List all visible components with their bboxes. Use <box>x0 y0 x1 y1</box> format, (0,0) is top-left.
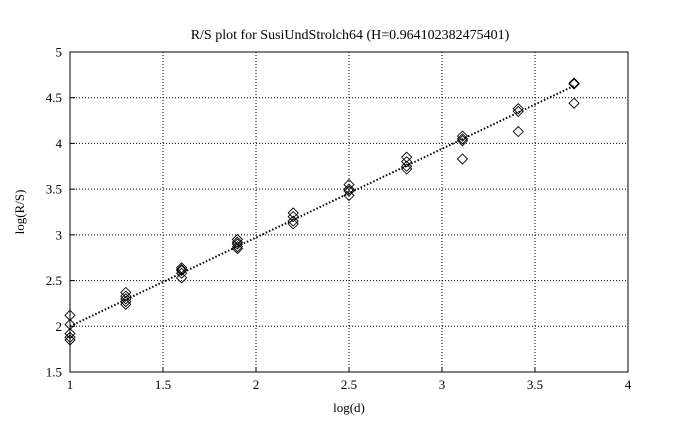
data-markers <box>64 77 580 346</box>
diamond-marker <box>568 78 580 90</box>
diamond-marker <box>456 130 469 142</box>
diamond-marker <box>343 183 355 195</box>
chart-title: R/S plot for SusiUndStrolch64 (H=0.96410… <box>191 28 510 43</box>
diamond-marker <box>456 153 469 165</box>
y-tick-label: 5 <box>56 45 63 60</box>
diamond-marker <box>231 242 244 255</box>
diamond-marker <box>120 286 132 299</box>
diamond-marker <box>343 178 355 191</box>
x-tick-label: 2 <box>253 377 260 392</box>
diamond-marker <box>456 135 469 147</box>
diamond-marker <box>456 133 469 145</box>
x-tick-label: 4 <box>625 377 632 392</box>
diamond-marker <box>287 218 299 230</box>
x-tick-label: 3.5 <box>527 377 543 392</box>
x-tick-label: 3 <box>439 377 446 392</box>
x-tick-label: 2.5 <box>341 377 357 392</box>
diamond-marker <box>175 272 188 284</box>
x-tick-label: 1 <box>67 377 74 392</box>
diamond-marker <box>120 298 132 310</box>
diamond-marker <box>287 207 299 219</box>
diamond-marker <box>512 105 524 118</box>
y-tick-label: 2.5 <box>46 273 62 288</box>
diamond-marker <box>568 97 580 109</box>
diamond-marker <box>120 295 132 308</box>
diamond-marker <box>343 189 355 202</box>
diamond-marker <box>512 103 524 115</box>
diamond-marker <box>120 293 132 305</box>
diamond-marker <box>231 233 244 246</box>
x-tick-label: 1.5 <box>155 377 171 392</box>
x-tick-labels: 1 1.5 2 2.5 3 3.5 4 <box>67 367 632 392</box>
y-axis-label: log(R/S) <box>12 190 27 235</box>
diamond-marker <box>401 163 413 175</box>
diamond-marker <box>401 151 413 163</box>
diamond-marker <box>231 238 244 250</box>
diamond-marker <box>175 264 188 277</box>
x-axis-label: log(d) <box>333 400 365 415</box>
diamond-marker <box>343 185 355 197</box>
diamond-marker <box>401 160 413 172</box>
diamond-marker <box>231 236 244 248</box>
fit-line <box>69 84 575 328</box>
y-tick-label: 2 <box>56 319 63 334</box>
y-tick-labels: 1.5 2 2.5 3 3.5 4 4.5 5 <box>46 45 75 380</box>
diamond-marker <box>401 156 413 168</box>
diamond-marker <box>512 125 524 138</box>
y-tick-label: 3 <box>56 227 63 242</box>
diamond-marker <box>287 215 299 227</box>
diamond-marker <box>175 267 188 279</box>
y-tick-label: 3.5 <box>46 182 62 197</box>
diamond-marker <box>175 263 188 276</box>
y-tick-label: 1.5 <box>46 365 62 380</box>
diamond-marker <box>287 210 299 223</box>
diamond-marker <box>231 241 244 253</box>
diamond-marker <box>568 77 580 89</box>
y-tick-label: 4 <box>56 136 63 151</box>
y-tick-label: 4.5 <box>46 90 62 105</box>
diamond-marker <box>120 290 132 302</box>
fit-line-group <box>69 84 575 328</box>
